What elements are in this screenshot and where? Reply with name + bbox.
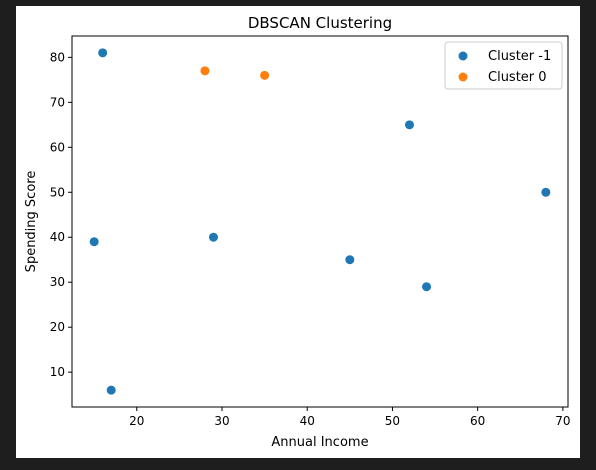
data-point-series-0: [404, 120, 414, 130]
chart-title: DBSCAN Clustering: [248, 14, 392, 32]
data-point-series-0: [345, 255, 355, 265]
y-axis-label: Spending Score: [24, 171, 39, 273]
x-tick-label: 60: [470, 414, 485, 428]
y-tick-label: 30: [50, 275, 65, 289]
data-point-series-0: [98, 48, 108, 58]
data-point-series-0: [106, 385, 116, 395]
chart-figure: DBSCAN Clustering 20 30 40 50 60 70 10 20 30 40 5…: [16, 6, 580, 458]
x-tick-label: 30: [214, 414, 229, 428]
y-tick-label: 50: [50, 185, 65, 199]
x-tick-label: 50: [385, 414, 400, 428]
legend-label: Cluster 0: [488, 70, 547, 85]
y-tick-label: 60: [50, 140, 65, 154]
legend: Cluster -1 Cluster 0: [444, 41, 563, 90]
data-point-series-0: [208, 232, 218, 242]
plot-frame: [71, 35, 569, 408]
data-point-series-1: [260, 70, 270, 80]
x-tick-label: 40: [300, 414, 315, 428]
data-point-series-0: [422, 282, 432, 292]
y-tick-label: 70: [50, 95, 65, 109]
data-point-series-0: [89, 237, 99, 247]
x-axis-label: Annual Income: [271, 435, 368, 450]
data-point-series-1: [200, 66, 210, 76]
legend-box: [444, 41, 563, 90]
y-tick-label: 80: [50, 50, 65, 64]
y-tick-label: 40: [50, 230, 65, 244]
x-tick-label: 20: [129, 414, 144, 428]
legend-marker: [458, 72, 468, 82]
x-axis: 20 30 40 50 60 70: [129, 407, 571, 428]
scatter-plot: DBSCAN Clustering 20 30 40 50 60 70 10 20 30 40 5…: [24, 14, 571, 450]
y-axis: 10 20 30 40 50 60 70 80: [50, 50, 72, 379]
y-tick-label: 20: [50, 320, 65, 334]
data-point-series-0: [541, 187, 551, 197]
y-tick-label: 10: [50, 365, 65, 379]
legend-marker: [458, 51, 468, 61]
x-tick-label: 70: [555, 414, 570, 428]
data-points: [89, 48, 551, 395]
legend-label: Cluster -1: [488, 49, 551, 64]
